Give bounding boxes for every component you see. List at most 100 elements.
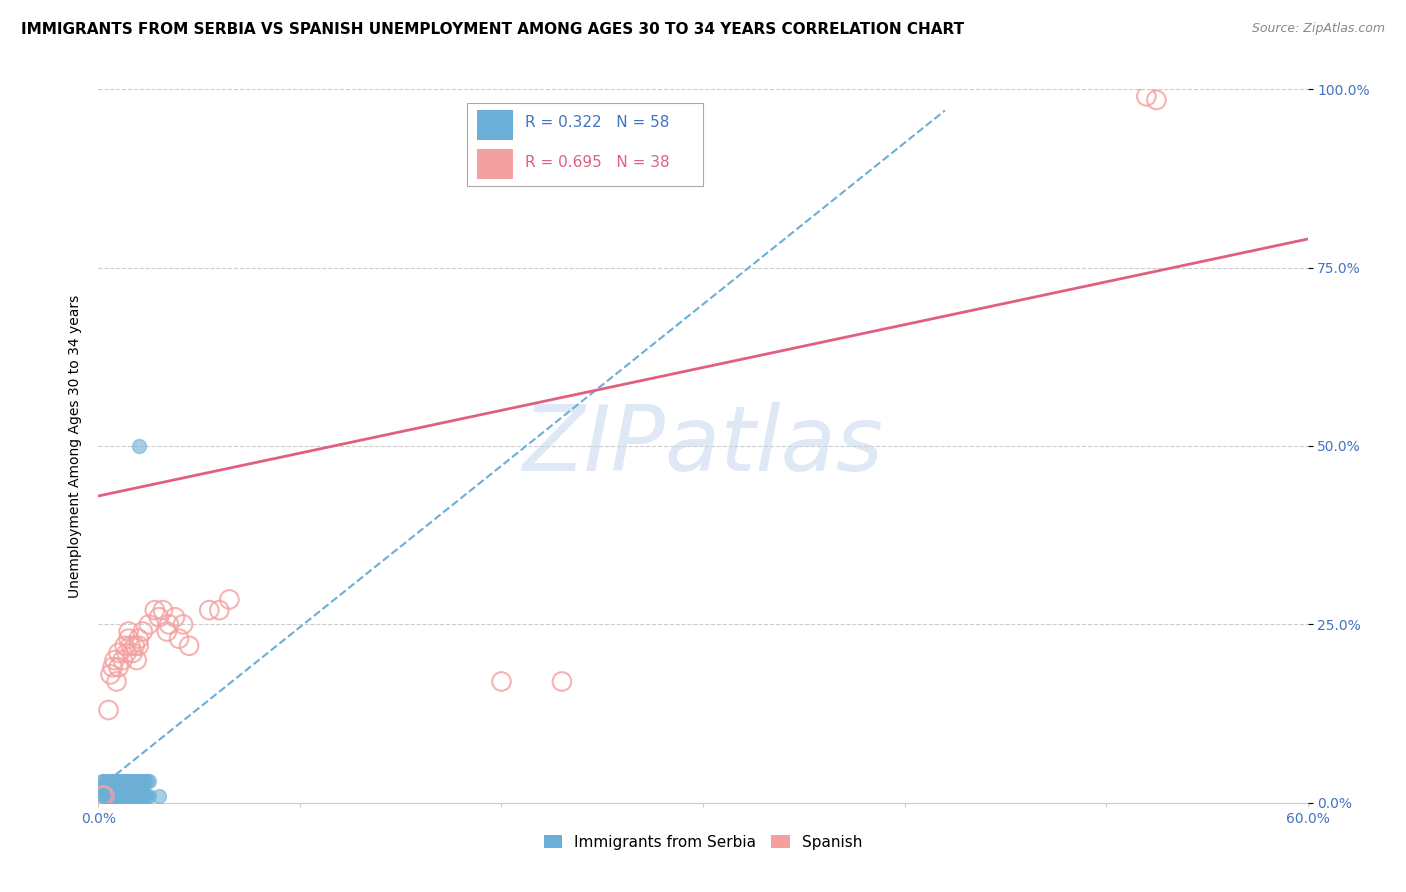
Point xyxy=(218,592,240,607)
Point xyxy=(93,774,115,789)
Point xyxy=(101,781,124,796)
Point xyxy=(91,774,114,789)
Point xyxy=(115,789,138,803)
Point xyxy=(208,603,231,617)
Point xyxy=(132,624,155,639)
Point xyxy=(129,774,152,789)
Point xyxy=(128,774,150,789)
Point xyxy=(124,789,146,803)
Point xyxy=(1135,89,1157,103)
Point xyxy=(157,617,180,632)
Point xyxy=(97,781,120,796)
Point xyxy=(110,774,132,789)
Point xyxy=(124,774,146,789)
Point xyxy=(115,646,138,660)
Point xyxy=(105,774,128,789)
FancyBboxPatch shape xyxy=(467,103,703,186)
Point xyxy=(138,617,160,632)
Point xyxy=(105,781,128,796)
Point xyxy=(148,789,170,803)
Point xyxy=(118,789,141,803)
Point xyxy=(97,703,120,717)
Point xyxy=(128,439,150,453)
Point xyxy=(103,653,125,667)
Point xyxy=(101,660,124,674)
Point xyxy=(491,674,513,689)
Point xyxy=(121,774,143,789)
Point xyxy=(115,774,138,789)
Point xyxy=(121,789,143,803)
Point xyxy=(107,660,129,674)
Point xyxy=(128,789,150,803)
Point xyxy=(101,789,124,803)
Point xyxy=(135,789,157,803)
Point xyxy=(156,624,179,639)
Point xyxy=(138,789,160,803)
Point xyxy=(124,639,146,653)
Point xyxy=(134,789,156,803)
Point xyxy=(1146,93,1168,107)
Point xyxy=(120,789,142,803)
Point xyxy=(105,674,128,689)
Point xyxy=(91,789,114,803)
Point xyxy=(134,774,156,789)
Point xyxy=(132,789,155,803)
Point xyxy=(93,781,115,796)
Point xyxy=(135,774,157,789)
Point xyxy=(91,789,114,803)
Point xyxy=(93,789,115,803)
Point xyxy=(97,774,120,789)
Point xyxy=(107,646,129,660)
Point xyxy=(118,774,141,789)
Point xyxy=(107,774,129,789)
Point xyxy=(111,774,134,789)
Text: R = 0.322   N = 58: R = 0.322 N = 58 xyxy=(526,115,669,130)
Point xyxy=(125,653,148,667)
Point xyxy=(172,617,194,632)
Point xyxy=(121,646,143,660)
Point xyxy=(114,774,136,789)
Point xyxy=(100,781,122,796)
Point xyxy=(129,789,152,803)
Point xyxy=(111,653,134,667)
Bar xyxy=(477,149,513,179)
Text: R = 0.695   N = 38: R = 0.695 N = 38 xyxy=(526,155,669,170)
Y-axis label: Unemployment Among Ages 30 to 34 years: Unemployment Among Ages 30 to 34 years xyxy=(69,294,83,598)
Point xyxy=(163,610,186,624)
Point xyxy=(198,603,221,617)
Point xyxy=(111,789,134,803)
Point xyxy=(100,667,122,681)
Point xyxy=(105,789,128,803)
Point xyxy=(148,610,170,624)
Point xyxy=(167,632,190,646)
Point xyxy=(125,789,148,803)
Point xyxy=(132,774,155,789)
Point xyxy=(118,632,141,646)
Bar xyxy=(477,111,513,140)
Point xyxy=(128,632,150,646)
Point xyxy=(120,774,142,789)
Legend: Immigrants from Serbia, Spanish: Immigrants from Serbia, Spanish xyxy=(537,829,869,855)
Point xyxy=(125,774,148,789)
Point xyxy=(100,774,122,789)
Point xyxy=(96,774,118,789)
Point xyxy=(110,789,132,803)
Point xyxy=(120,639,142,653)
Point xyxy=(97,789,120,803)
Point xyxy=(96,789,118,803)
Point xyxy=(128,639,150,653)
Point xyxy=(114,789,136,803)
Point xyxy=(114,639,136,653)
Point xyxy=(138,774,160,789)
Point xyxy=(107,789,129,803)
Point xyxy=(551,674,574,689)
Point xyxy=(93,789,115,803)
Point xyxy=(96,781,118,796)
Text: ZIPatlas: ZIPatlas xyxy=(523,402,883,490)
Point xyxy=(107,781,129,796)
Point xyxy=(103,781,125,796)
Point xyxy=(118,624,141,639)
Point xyxy=(103,774,125,789)
Point xyxy=(143,603,166,617)
Point xyxy=(100,789,122,803)
